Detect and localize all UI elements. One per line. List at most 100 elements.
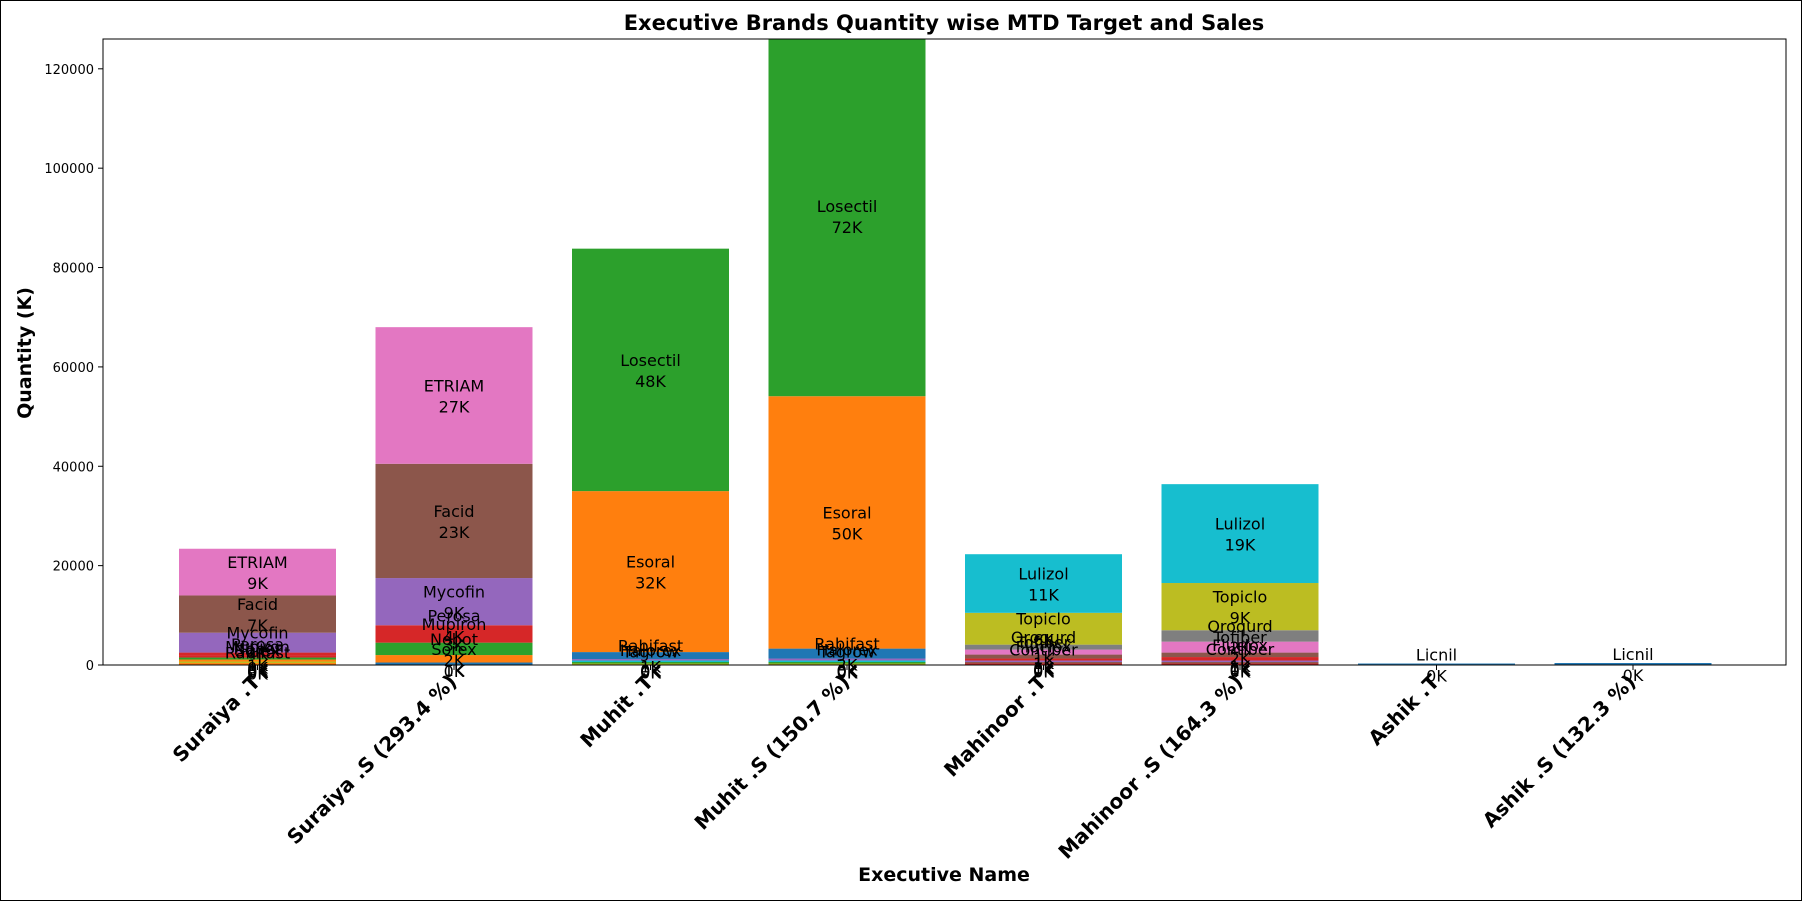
bar-segment — [179, 657, 336, 660]
bar-segment — [965, 649, 1122, 655]
x-tick-label: Muhit .T — [575, 669, 658, 752]
segment-brand-label: Topiclo — [1212, 588, 1267, 607]
segment-brand-label: ETRIAM — [424, 376, 484, 395]
segment-value-label: 50K — [832, 524, 863, 543]
segment-value-label: 0K — [1623, 666, 1644, 685]
bar-segment — [375, 463, 533, 579]
segment-value-label: 4K — [247, 645, 268, 664]
segment-brand-label: Mycofin — [423, 583, 485, 602]
segment-brand-label: Tofiber — [1212, 628, 1267, 647]
bar-segment — [179, 659, 336, 662]
segment-brand-label: Perosa — [231, 635, 284, 654]
bar-segment — [768, 396, 926, 649]
bar-stack — [375, 327, 533, 665]
segment-brand-label: Rabifast — [618, 637, 683, 656]
bar-segment — [375, 655, 533, 663]
bar-stack — [1554, 663, 1712, 665]
segment-brand-label: Mupiron — [225, 637, 290, 656]
bar-segment — [572, 248, 729, 492]
bar-segment — [965, 612, 1122, 645]
bar-segment — [179, 661, 336, 664]
bar-segment — [768, 39, 926, 397]
segment-value-label: 4K — [444, 627, 465, 646]
bar-stack — [572, 248, 729, 665]
segment-brand-label: Losectil — [620, 351, 681, 370]
bar-segment — [768, 663, 926, 665]
y-tick-label: 100000 — [44, 162, 94, 177]
segment-brand-label: Esoral — [626, 553, 675, 572]
segment-brand-label: Mycofin — [226, 624, 288, 643]
segment-brand-label: Licnil — [1416, 645, 1457, 664]
segment-brand-label: Sorex — [431, 640, 476, 659]
segment-value-label: 2K — [1230, 649, 1251, 668]
bar-segment — [179, 632, 336, 653]
segment-value-label: 0K — [640, 663, 661, 682]
bar-segment — [1161, 662, 1319, 664]
bar-segment — [572, 659, 729, 661]
segment-brand-label: Losectil — [817, 197, 878, 216]
segment-brand-label: Tagrow — [818, 642, 875, 661]
segment-value-label: 1K — [1033, 654, 1054, 673]
segment-value-label: 0K — [1033, 662, 1054, 681]
y-tick-label: 40000 — [53, 460, 94, 475]
segment-value-label: 6K — [1033, 631, 1054, 650]
y-axis-label: Quantity (K) — [14, 287, 36, 419]
segment-brand-label: Lulizol — [1215, 515, 1265, 534]
bar-stack — [768, 39, 926, 665]
axes-frame — [102, 38, 1787, 666]
bar-segment — [965, 658, 1122, 661]
segment-value-label: 0K — [640, 662, 661, 681]
segment-value-label: 0K — [837, 662, 858, 681]
segment-value-label: 0K — [640, 662, 661, 681]
bar-segment — [768, 648, 926, 659]
segment-value-label: 48K — [635, 372, 666, 391]
segment-brand-label: Topiclo — [1015, 610, 1070, 629]
segment-value-label: 0K — [1033, 661, 1054, 680]
segment-value-label: 0K — [837, 661, 858, 680]
bar-segment — [1161, 652, 1319, 658]
segment-brand-label: Rabifast — [814, 635, 879, 654]
segment-value-label: 0K — [837, 662, 858, 681]
bar-segment — [375, 662, 533, 665]
bar-segment — [965, 554, 1122, 613]
x-tick-label: Suraiya .S (293.4 %) — [282, 670, 462, 850]
bar-stack — [965, 554, 1122, 665]
segment-brand-label: Fluclox — [1212, 636, 1268, 655]
segment-brand-label: Tagrow — [621, 642, 678, 661]
segment-brand-label: Oroqurd — [1207, 617, 1272, 636]
bar-segment — [1161, 660, 1319, 663]
segment-value-label: 27K — [439, 397, 470, 416]
bar-segment — [965, 654, 1122, 659]
bar-segment — [179, 655, 336, 658]
bar-segment — [1161, 583, 1319, 631]
segment-value-label: 0K — [247, 663, 268, 682]
segment-value-label: 0K — [1426, 666, 1447, 685]
x-axis-label: Executive Name — [858, 864, 1030, 886]
segment-value-label: 9K — [247, 574, 268, 593]
segment-value-label: 9K — [1230, 609, 1251, 628]
chart-title: Executive Brands Quantity wise MTD Targe… — [624, 11, 1265, 35]
bar-segment — [768, 658, 926, 661]
segment-value-label: 2K — [1230, 638, 1251, 657]
segment-value-label: 11K — [1028, 586, 1059, 605]
segment-brand-label: Licnil — [1612, 645, 1653, 664]
segment-value-label: 19K — [1225, 536, 1256, 555]
bar-segment — [572, 491, 729, 653]
bar-segment — [375, 625, 533, 643]
segment-value-label: 32K — [635, 574, 666, 593]
segment-value-label: 1K — [444, 661, 465, 680]
segment-value-label: 9K — [444, 604, 465, 623]
bar-segment — [965, 663, 1122, 665]
x-tick-label: Muhit .S (150.7 %) — [690, 670, 855, 835]
segment-value-label: 0K — [1230, 662, 1251, 681]
bar-segment — [572, 660, 729, 663]
bar-segment — [1161, 630, 1319, 642]
segment-value-label: 72K — [832, 218, 863, 237]
bar-segment — [179, 663, 336, 665]
segment-value-label: 7K — [247, 616, 268, 635]
bar-segment — [768, 660, 926, 663]
segment-value-label: 0K — [1033, 662, 1054, 681]
segment-value-label: 1K — [1033, 649, 1054, 668]
segment-brand-label: Halorex — [620, 641, 681, 660]
